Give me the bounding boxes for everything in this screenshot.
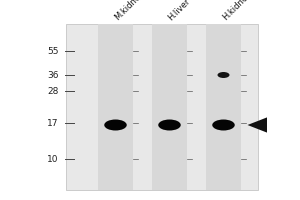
Text: 28: 28 <box>47 87 58 96</box>
Bar <box>152 24 187 190</box>
Text: H.liver: H.liver <box>167 0 192 22</box>
Bar <box>66 24 258 190</box>
Bar <box>98 24 133 190</box>
Text: H.kidney: H.kidney <box>220 0 253 22</box>
Ellipse shape <box>212 119 235 130</box>
Text: 10: 10 <box>47 154 58 164</box>
Ellipse shape <box>158 119 181 130</box>
Text: 17: 17 <box>47 118 58 128</box>
Polygon shape <box>248 117 267 133</box>
Text: M.kidney: M.kidney <box>112 0 146 22</box>
Ellipse shape <box>104 119 127 130</box>
Ellipse shape <box>218 72 230 78</box>
Text: 36: 36 <box>47 71 58 79</box>
Text: 55: 55 <box>47 46 58 55</box>
Bar <box>206 24 241 190</box>
